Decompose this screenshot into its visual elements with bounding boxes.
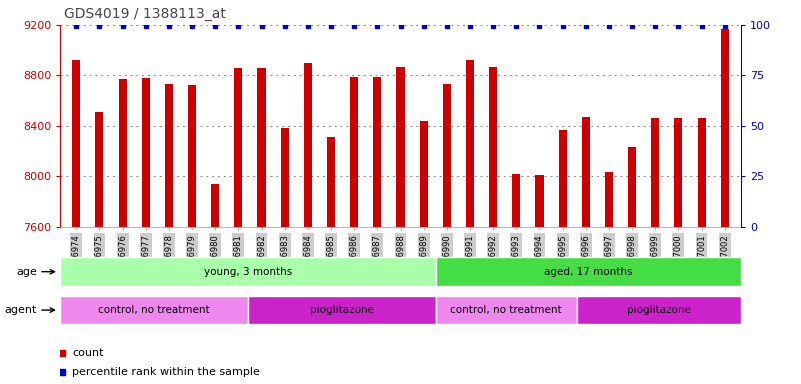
- Bar: [165, 84, 173, 227]
- Bar: [628, 147, 636, 227]
- Bar: [721, 29, 729, 227]
- Bar: [373, 77, 381, 227]
- Bar: [304, 63, 312, 227]
- Bar: [188, 85, 196, 227]
- Text: GDS4019 / 1388113_at: GDS4019 / 1388113_at: [64, 7, 226, 21]
- Bar: [119, 79, 127, 227]
- Bar: [535, 175, 544, 227]
- Text: aged, 17 months: aged, 17 months: [544, 266, 633, 277]
- Bar: [443, 84, 451, 227]
- Bar: [605, 172, 613, 227]
- Bar: [95, 112, 103, 227]
- Text: percentile rank within the sample: percentile rank within the sample: [72, 367, 260, 377]
- Bar: [211, 184, 219, 227]
- Text: count: count: [72, 348, 103, 358]
- Text: pioglitazone: pioglitazone: [626, 305, 690, 315]
- Bar: [512, 174, 521, 227]
- Bar: [466, 60, 474, 227]
- Text: young, 3 months: young, 3 months: [203, 266, 292, 277]
- Bar: [350, 77, 358, 227]
- Bar: [280, 128, 289, 227]
- Text: pioglitazone: pioglitazone: [310, 305, 374, 315]
- Text: control, no treatment: control, no treatment: [450, 305, 562, 315]
- Bar: [698, 118, 706, 227]
- Bar: [651, 118, 659, 227]
- Bar: [142, 78, 150, 227]
- Bar: [558, 129, 566, 227]
- Bar: [489, 66, 497, 227]
- Bar: [72, 60, 80, 227]
- Bar: [582, 117, 590, 227]
- Bar: [396, 66, 405, 227]
- Bar: [420, 121, 428, 227]
- Bar: [257, 68, 266, 227]
- Text: age: age: [16, 266, 37, 277]
- Text: agent: agent: [5, 305, 37, 315]
- Text: control, no treatment: control, no treatment: [99, 305, 210, 315]
- Bar: [235, 68, 243, 227]
- Bar: [327, 137, 335, 227]
- Bar: [674, 118, 682, 227]
